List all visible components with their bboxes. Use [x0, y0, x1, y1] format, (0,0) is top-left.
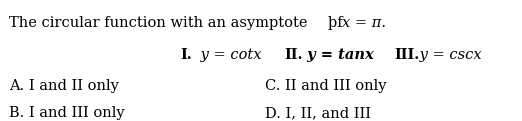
- Text: y = cotx: y = cotx: [196, 48, 261, 62]
- Text: II.: II.: [284, 48, 303, 62]
- Text: x = π.: x = π.: [342, 16, 386, 30]
- Text: C. II and III only: C. II and III only: [265, 79, 387, 93]
- Text: I.: I.: [180, 48, 192, 62]
- Text: III.: III.: [394, 48, 419, 62]
- Text: The circular function with an asymptote: The circular function with an asymptote: [9, 16, 313, 30]
- Text: A. I and II only: A. I and II only: [9, 79, 119, 93]
- Text: B. I and III only: B. I and III only: [9, 106, 125, 121]
- Text: D. I, II, and III: D. I, II, and III: [265, 106, 371, 121]
- Text: y = tanx: y = tanx: [302, 48, 373, 62]
- Text: y = cscx: y = cscx: [415, 48, 482, 62]
- Text: þf: þf: [328, 16, 347, 30]
